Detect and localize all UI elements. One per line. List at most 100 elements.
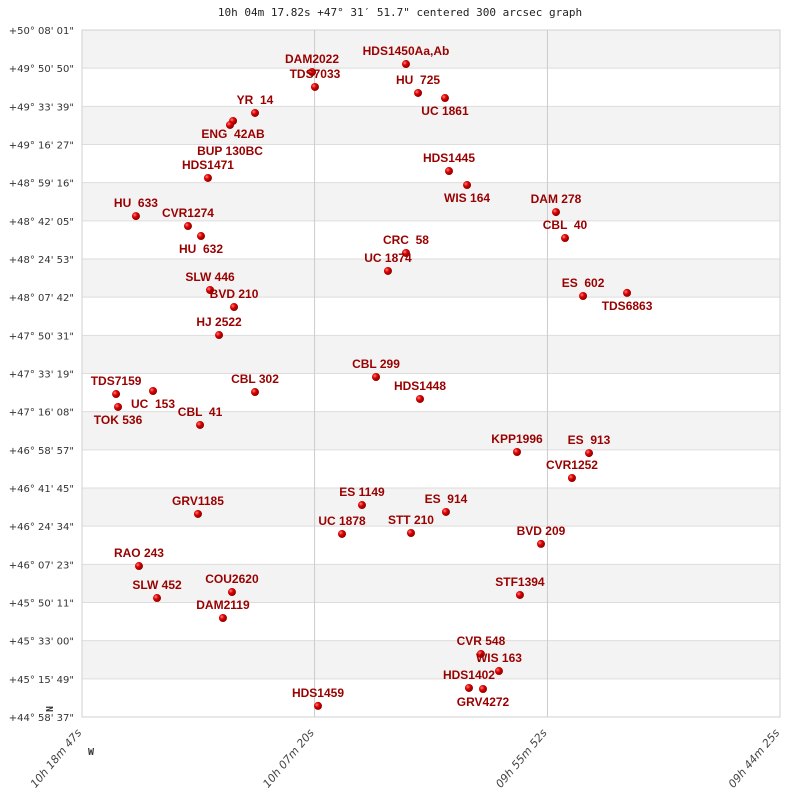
star-point	[112, 390, 121, 399]
star-label: UC 1874	[364, 251, 412, 265]
star-label: UC 153	[131, 397, 175, 411]
star-point	[226, 120, 235, 129]
x-tick-label: 10h 07m 20s	[260, 726, 317, 790]
star-point	[227, 588, 236, 597]
star-point	[183, 222, 192, 231]
star-label: DAM2119	[196, 598, 250, 612]
star-label: HDS1445	[423, 151, 475, 165]
star-point	[313, 701, 322, 710]
y-tick-label: +45° 33' 00"	[9, 637, 74, 648]
y-tick-label: +46° 07' 23"	[9, 560, 74, 571]
star-point	[441, 507, 450, 516]
y-tick-label: +49° 16' 27"	[9, 141, 74, 152]
star-point	[406, 529, 415, 538]
star-point	[463, 181, 472, 190]
star-point	[440, 94, 449, 103]
star-point	[230, 303, 239, 312]
star-point	[196, 420, 205, 429]
y-tick-label: +48° 24' 53"	[9, 255, 74, 266]
star-label: SLW 452	[132, 578, 182, 592]
star-point	[478, 685, 487, 694]
star-label: WIS 164	[444, 191, 490, 205]
star-label: CVR1274	[162, 206, 214, 220]
star-label: ES 602	[562, 276, 605, 290]
star-point	[623, 288, 632, 297]
star-label: STT 210	[388, 513, 434, 527]
star-label: TDS7159	[91, 374, 142, 388]
grid-band	[82, 144, 780, 183]
star-point	[357, 501, 366, 510]
star-label: UC 1878	[318, 514, 366, 528]
star-label: DAM2022	[285, 52, 339, 66]
y-tick-label: +48° 59' 16"	[9, 179, 74, 190]
star-label: KPP1996	[491, 432, 543, 446]
star-point	[250, 388, 259, 397]
star-label: BVD 209	[517, 524, 566, 538]
y-tick-label: +49° 33' 39"	[9, 102, 74, 113]
star-point	[561, 234, 570, 243]
grid-band	[82, 259, 780, 298]
y-tick-label: +48° 42' 05"	[9, 217, 74, 228]
x-tick-label: 09h 55m 52s	[493, 726, 550, 790]
y-tick-label: +50° 08' 01"	[9, 26, 74, 37]
star-point	[551, 208, 560, 217]
grid-band	[82, 526, 780, 565]
star-point	[131, 212, 140, 221]
star-point	[215, 331, 224, 340]
star-point	[148, 386, 157, 395]
grid-band	[82, 602, 780, 641]
star-label: BUP 130BC	[197, 144, 263, 158]
star-label: HU 632	[179, 242, 223, 256]
star-label: HU 725	[396, 73, 440, 87]
star-label: CBL 299	[352, 357, 400, 371]
star-label: DAM 278	[531, 192, 582, 206]
star-point	[250, 108, 259, 117]
star-point	[537, 539, 546, 548]
star-point	[585, 449, 594, 458]
star-label: HDS1459	[292, 686, 344, 700]
west-marker: W	[88, 747, 95, 758]
grid-band	[82, 449, 780, 488]
y-tick-label: +48° 07' 42"	[9, 293, 74, 304]
grid-band	[82, 564, 780, 603]
star-point	[308, 68, 317, 77]
star-label: TDS6863	[602, 299, 653, 313]
star-label: COU2620	[205, 572, 259, 586]
star-label: UC 1861	[421, 104, 469, 118]
y-tick-label: +49° 50' 50"	[9, 64, 74, 75]
star-label: YR 14	[237, 93, 274, 107]
star-label: TDS7033	[290, 67, 341, 81]
star-point	[476, 649, 485, 658]
grid-band	[82, 220, 780, 259]
grid-band	[82, 30, 780, 69]
north-marker: N	[45, 706, 56, 712]
plot-border	[81, 29, 781, 718]
star-point	[579, 291, 588, 300]
grid-band	[82, 68, 780, 107]
star-label: WIS 163	[476, 651, 522, 665]
grid-band	[82, 411, 780, 450]
chart-title: 10h 04m 17.82s +47° 31′ 51.7" centered 3…	[217, 6, 583, 19]
star-point	[512, 448, 521, 457]
star-point	[197, 232, 206, 241]
star-label: HDS1471	[182, 158, 234, 172]
star-point	[401, 248, 410, 257]
star-point	[464, 683, 473, 692]
star-label: CBL 302	[231, 372, 279, 386]
star-point	[114, 402, 123, 411]
star-point	[515, 590, 524, 599]
star-label: CBL 40	[543, 218, 588, 232]
x-tick-label: 09h 44m 25s	[726, 726, 783, 790]
star-point	[153, 594, 162, 603]
star-point	[372, 373, 381, 382]
star-label: TOK 536	[94, 413, 143, 427]
star-label: HU 633	[114, 196, 158, 210]
star-point	[338, 529, 347, 538]
star-label: BVD 210	[210, 287, 259, 301]
star-point	[310, 82, 319, 91]
star-point	[567, 473, 576, 482]
star-label: CVR 548	[457, 634, 506, 648]
star-label: ES 913	[568, 433, 611, 447]
star-label: ENG 42AB	[201, 127, 265, 141]
